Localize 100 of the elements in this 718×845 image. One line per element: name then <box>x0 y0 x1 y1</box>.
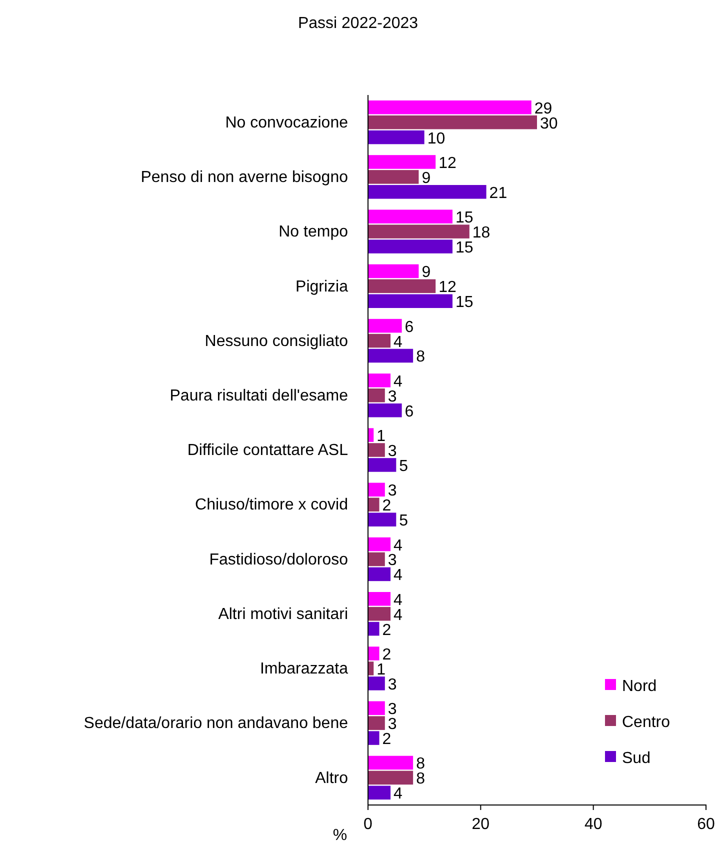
bar <box>368 676 385 690</box>
data-label: 4 <box>394 567 403 584</box>
bar <box>368 552 385 566</box>
y-tick-label: Imbarazzata <box>260 660 348 678</box>
bar <box>368 224 470 238</box>
x-tick-label: 0 <box>364 816 373 833</box>
bar <box>368 318 402 333</box>
data-label: 4 <box>394 537 403 554</box>
y-tick-label: Nessuno consigliato <box>204 332 348 350</box>
bar <box>368 606 391 621</box>
bar <box>368 770 414 785</box>
data-label: 8 <box>416 770 426 788</box>
data-label: 3 <box>388 482 397 500</box>
bar <box>368 130 424 144</box>
bar <box>368 701 385 715</box>
data-label: 10 <box>427 130 446 148</box>
bar <box>368 731 380 745</box>
data-label: 9 <box>422 170 431 187</box>
data-label: 4 <box>394 786 403 803</box>
bar <box>368 240 452 254</box>
bar <box>368 334 391 348</box>
data-label: 8 <box>416 756 426 773</box>
data-label: 3 <box>388 552 397 570</box>
bar <box>368 756 414 770</box>
data-label: 15 <box>456 240 474 256</box>
bar <box>368 185 486 199</box>
data-label: 4 <box>394 373 403 390</box>
data-label: 9 <box>422 264 431 282</box>
data-label: 18 <box>472 224 490 242</box>
data-label: 4 <box>394 606 403 624</box>
data-label: 4 <box>394 334 403 351</box>
data-label: 12 <box>438 279 456 296</box>
bar <box>368 264 419 278</box>
x-tick-label: 20 <box>472 816 490 833</box>
legend-label: Nord <box>622 678 657 695</box>
data-label: 2 <box>382 731 392 748</box>
data-label: 15 <box>456 294 474 312</box>
bar <box>368 388 385 402</box>
y-tick-label: No tempo <box>278 224 348 241</box>
legend-label: Centro <box>622 714 670 731</box>
bar <box>368 622 380 636</box>
bar <box>368 716 385 730</box>
data-label: 6 <box>404 403 414 420</box>
data-label: 1 <box>376 428 386 446</box>
chart-title: Passi 2022-2023 <box>298 15 418 32</box>
y-tick-label: Fastidioso/doloroso <box>209 551 348 568</box>
bar <box>368 567 391 582</box>
data-label: 3 <box>388 716 397 734</box>
y-tick-label: Pigrizia <box>296 278 348 296</box>
y-tick-label: Difficile contattare ASL <box>187 442 348 460</box>
data-label: 1 <box>376 661 386 678</box>
data-label: 8 <box>416 348 426 366</box>
y-tick-label: No convocazione <box>225 114 348 132</box>
bar <box>368 537 391 552</box>
data-label: 29 <box>534 100 552 118</box>
x-tick-label: 60 <box>697 816 715 833</box>
bar <box>368 348 414 363</box>
data-label: 2 <box>382 622 392 639</box>
bar <box>368 279 436 294</box>
bar <box>368 100 532 114</box>
bar <box>368 170 419 184</box>
bar <box>368 482 385 497</box>
y-tick-label: Sede/data/orario non andavano bene <box>84 715 348 732</box>
bar <box>368 210 452 224</box>
data-label: 15 <box>456 210 474 227</box>
data-label: 3 <box>388 676 397 694</box>
data-label: 30 <box>540 115 558 132</box>
bar <box>368 786 391 800</box>
bar <box>368 115 537 130</box>
bar <box>368 498 380 512</box>
bar <box>368 155 436 169</box>
bar <box>368 512 396 526</box>
data-label: 3 <box>388 443 397 460</box>
bar <box>368 428 374 442</box>
bar <box>368 403 402 418</box>
legend-label: Sud <box>622 750 650 767</box>
bar <box>368 646 380 660</box>
y-tick-label: Paura risultati dell'esame <box>170 388 348 405</box>
bar <box>368 458 396 472</box>
bar <box>368 662 374 676</box>
data-label: 5 <box>399 512 408 530</box>
data-label: 2 <box>382 646 392 664</box>
x-tick-label: 40 <box>584 816 602 833</box>
bar <box>368 592 391 606</box>
data-label: 3 <box>388 701 397 718</box>
bar <box>368 374 391 388</box>
bar <box>368 294 452 308</box>
y-tick-label: Altro <box>315 770 348 787</box>
bar <box>368 443 385 457</box>
y-tick-label: Altri motivi sanitari <box>218 606 348 623</box>
y-tick-label: Penso di non averne bisogno <box>140 169 348 186</box>
data-label: 12 <box>438 154 456 172</box>
data-label: 2 <box>382 498 392 515</box>
y-tick-label: Chiuso/timore x covid <box>195 496 348 514</box>
x-axis-title: % <box>332 827 348 844</box>
data-label: 4 <box>394 592 403 609</box>
data-label: 21 <box>489 184 508 202</box>
data-label: 5 <box>399 458 408 475</box>
data-label: 3 <box>388 388 397 406</box>
data-label: 6 <box>404 318 414 336</box>
